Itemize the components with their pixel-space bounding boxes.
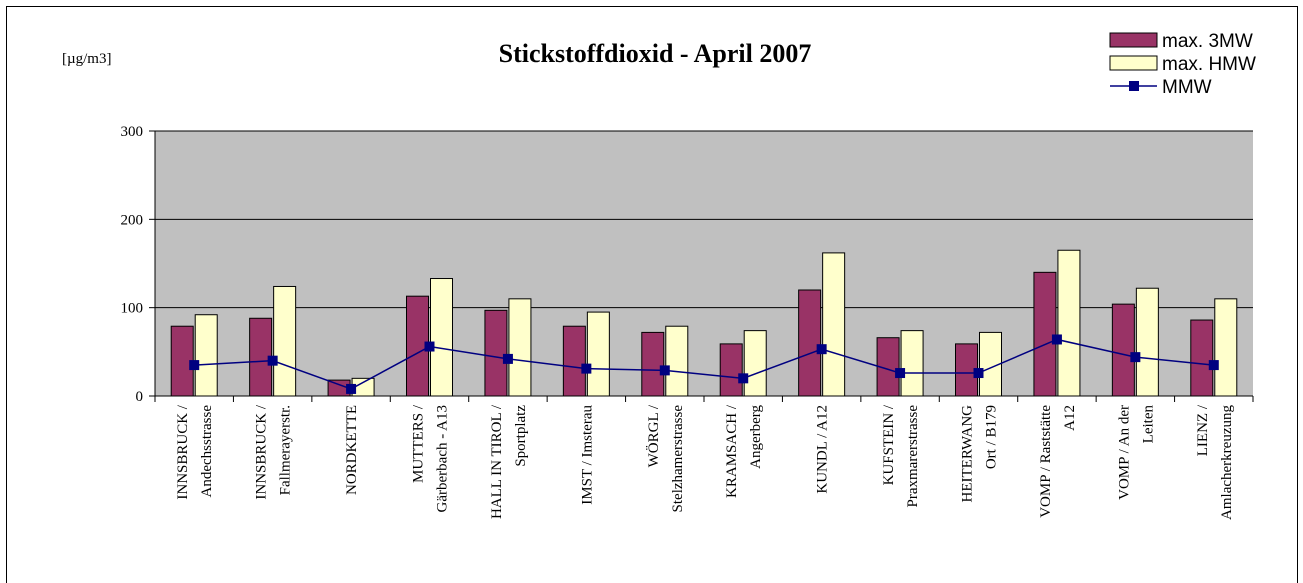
x-category-label: LIENZ /: [1195, 404, 1211, 456]
point-mmw: [502, 353, 513, 364]
bar-max-hmw: [430, 278, 453, 397]
plot-background: [155, 131, 1253, 396]
plot-area: 0 100 200 300 INNSBRUCK / Andechsstrasse INNSB…: [121, 124, 1254, 520]
legend-label: MMW: [1162, 77, 1212, 98]
y-unit-label: [µg/m3]: [62, 51, 111, 67]
bar-max-hmw: [1214, 298, 1238, 397]
x-category-label: IMST / Imsterau: [579, 405, 595, 505]
chart-title: Stickstoffdioxid - April 2007: [499, 39, 812, 68]
x-category-label: KRAMSACH /: [724, 404, 740, 498]
bar-max-3mw: [641, 331, 665, 397]
legend-label: max. 3MW: [1162, 31, 1253, 52]
x-category-label: Leiten: [1140, 405, 1156, 444]
x-category-label: NORDKETTE: [344, 405, 360, 495]
bar-max-3mw: [1033, 271, 1057, 397]
bar-max-hmw: [822, 252, 846, 397]
x-category-label: HEITERWANG: [960, 405, 976, 503]
point-mmw: [1208, 360, 1219, 371]
x-category-label: Stelzhamerstrasse: [670, 405, 686, 513]
x-category-label: Gärberbach - A13: [435, 405, 451, 512]
x-category-label: Angerberg: [748, 405, 764, 469]
bar-max-hmw: [1135, 287, 1159, 397]
bar-max-3mw: [484, 309, 508, 397]
bar-max-hmw: [665, 325, 689, 397]
x-category-label: Fallmerayerstr.: [278, 405, 294, 495]
x-category-label: INNSBRUCK /: [175, 404, 191, 499]
bar-max-3mw: [798, 289, 822, 397]
point-mmw: [895, 368, 906, 379]
bar-max-3mw: [562, 325, 586, 397]
x-category-label: WÖRGL /: [645, 404, 662, 467]
x-category-label: A12: [1062, 405, 1078, 431]
x-category-label: Andechsstrasse: [199, 405, 215, 498]
point-mmw: [1130, 352, 1141, 363]
x-category-label: VOMP / Raststätte: [1038, 405, 1054, 518]
legend-swatch-marker: [1129, 81, 1139, 91]
x-category-label: HALL IN TIROL /: [489, 404, 505, 519]
point-mmw: [346, 383, 357, 394]
point-mmw: [189, 360, 200, 371]
x-category-label: KUNDL / A12: [815, 405, 831, 494]
bar-max-hmw: [1057, 249, 1081, 397]
y-tick-label: 0: [136, 389, 144, 405]
point-mmw: [738, 373, 749, 384]
x-category-label: MUTTERS /: [411, 404, 427, 483]
bar-max-hmw: [743, 330, 767, 397]
point-mmw: [581, 363, 592, 374]
bar-max-3mw: [1190, 319, 1214, 397]
legend-swatch: [1109, 32, 1158, 48]
bar-max-3mw: [1111, 303, 1135, 397]
bar-max-hmw: [900, 330, 924, 397]
bar-max-hmw: [194, 314, 218, 397]
point-mmw: [816, 344, 827, 355]
x-category-label: Amlacherkreuzung: [1219, 405, 1235, 520]
y-tick-label: 200: [121, 212, 144, 228]
y-tick-label: 100: [121, 301, 144, 317]
x-category-label: Praxmarerstrasse: [905, 405, 921, 508]
bar-max-3mw: [719, 343, 743, 397]
point-mmw: [267, 355, 278, 366]
line-mmw: [194, 338, 1214, 390]
x-category-label: VOMP / An der: [1116, 405, 1132, 500]
y-tick-label: 300: [121, 124, 144, 140]
legend-swatch: [1109, 55, 1158, 71]
bar-max-hmw: [273, 285, 297, 397]
x-category-label: KUFSTEIN /: [881, 404, 897, 485]
x-category-label: INNSBRUCK /: [254, 404, 270, 499]
point-mmw: [973, 368, 984, 379]
point-mmw: [659, 365, 670, 376]
bar-max-hmw: [586, 311, 610, 397]
x-category-label: Sportplatz: [513, 405, 529, 467]
x-category-label: Ort / B179: [984, 405, 1000, 469]
legend-label: max. HMW: [1162, 54, 1256, 75]
bar-max-hmw: [508, 298, 532, 397]
point-mmw: [424, 341, 435, 352]
point-mmw: [1051, 334, 1062, 345]
